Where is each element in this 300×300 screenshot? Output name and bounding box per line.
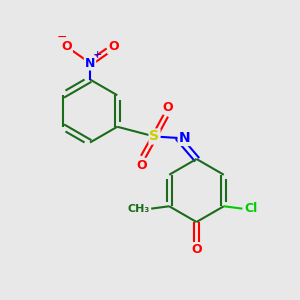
Text: N: N bbox=[179, 131, 190, 145]
Text: S: S bbox=[149, 130, 160, 143]
Text: CH₃: CH₃ bbox=[128, 204, 150, 214]
Text: N: N bbox=[85, 56, 95, 70]
Text: −: − bbox=[56, 31, 67, 44]
Text: +: + bbox=[93, 50, 102, 60]
Text: O: O bbox=[191, 243, 202, 256]
Text: O: O bbox=[108, 40, 119, 53]
Text: O: O bbox=[136, 159, 147, 172]
Text: Cl: Cl bbox=[245, 202, 258, 215]
Text: O: O bbox=[162, 100, 173, 114]
Text: O: O bbox=[61, 40, 72, 53]
